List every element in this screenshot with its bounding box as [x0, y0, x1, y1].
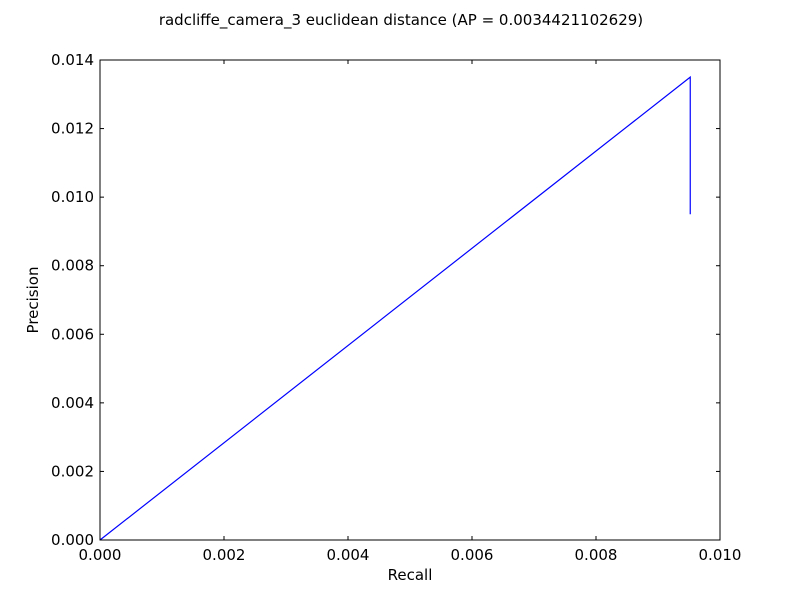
x-tick-label: 0.008 — [575, 546, 618, 564]
ticks-layer: 0.000 0.002 0.004 0.006 0.008 0.010 0.000 0.002… — [51, 51, 741, 564]
y-axis-label: Precision — [24, 267, 42, 334]
x-tick-label: 0.006 — [451, 546, 494, 564]
plot-area-frame — [99, 59, 721, 541]
x-tick-label: 0.010 — [699, 546, 742, 564]
x-tick-label: 0.002 — [203, 546, 246, 564]
y-tick-label: 0.006 — [51, 325, 94, 343]
x-axis-label: Recall — [388, 566, 433, 584]
y-tick-label: 0.012 — [51, 120, 94, 138]
y-tick-label: 0.000 — [51, 531, 94, 549]
y-tick-label: 0.008 — [51, 257, 94, 275]
x-tick-label: 0.000 — [79, 546, 122, 564]
pr-curve-line — [99, 75, 691, 541]
y-tick-label: 0.014 — [51, 51, 94, 69]
chart-title: radcliffe_camera_3 euclidean distance (A… — [159, 11, 643, 30]
x-tick-label: 0.004 — [327, 546, 370, 564]
y-tick-label: 0.010 — [51, 188, 94, 206]
series-layer — [99, 75, 691, 541]
y-tick-label: 0.004 — [51, 394, 94, 412]
y-tick-label: 0.002 — [51, 462, 94, 480]
